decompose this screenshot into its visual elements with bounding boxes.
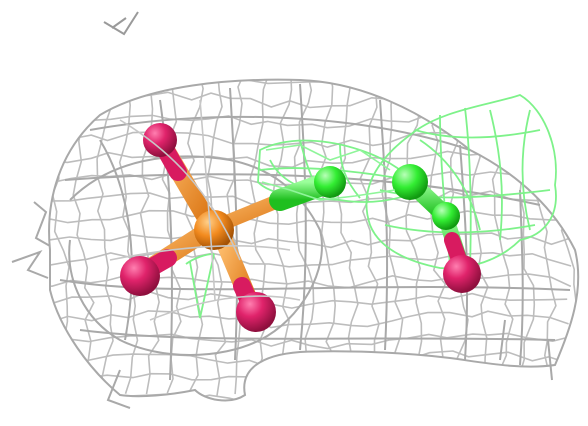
mesh-line	[405, 79, 423, 394]
oxygen-atom	[236, 292, 276, 332]
phosphorus-atom	[194, 210, 234, 250]
mesh-line	[249, 79, 271, 396]
mesh-line	[49, 79, 572, 88]
mesh-line	[49, 232, 571, 250]
mesh-line	[49, 79, 52, 394]
oxygen-atom	[120, 256, 160, 296]
mesh-line	[139, 79, 161, 395]
mesh-line	[51, 79, 70, 397]
mesh-line	[72, 79, 95, 392]
axis-marker	[103, 11, 139, 36]
mesh-line	[293, 79, 315, 397]
mesh-line	[556, 79, 578, 393]
mesh-line	[515, 79, 536, 396]
front-green-strands	[261, 144, 396, 201]
oxygen-atom	[443, 255, 481, 293]
carbon-atom	[432, 202, 460, 230]
front-mesh-strands	[109, 99, 301, 321]
oxygen-atom	[143, 123, 177, 157]
mesh-line	[49, 371, 572, 389]
gray-density-mesh	[11, 78, 580, 409]
carbon-atom	[314, 166, 346, 198]
mesh-line	[381, 79, 404, 397]
mesh-line	[161, 79, 182, 394]
mesh-line	[49, 250, 572, 269]
ligand-carbon-chain	[269, 164, 481, 293]
mesh-line	[49, 209, 573, 226]
mesh-line	[96, 79, 114, 392]
mesh-line	[337, 79, 359, 397]
mesh-line	[49, 310, 569, 329]
carbon-atom	[392, 164, 428, 200]
